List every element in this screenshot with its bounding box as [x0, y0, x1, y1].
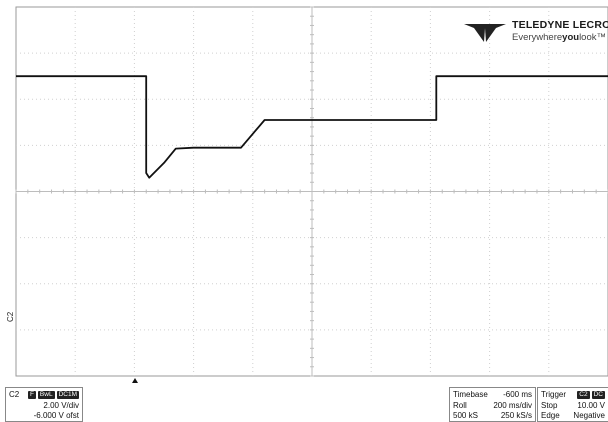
timebase-descriptor[interactable]: Timebase -600 ms Roll 200 ms/div 500 kS …: [449, 387, 536, 422]
timebase-samples: 500 kS: [453, 411, 478, 420]
waveform-trace: [16, 75, 608, 179]
channel-scale: 2.00 V/div: [43, 401, 79, 410]
trigger-type: Edge: [541, 411, 560, 420]
channel-badges: F BwL DC1M: [27, 390, 79, 399]
trigger-slope: Negative: [573, 411, 605, 420]
logo-mark-icon: [464, 24, 506, 42]
timebase-rate: 200 ms/div: [493, 401, 532, 410]
trigger-source-badges: C2 DC: [577, 390, 605, 399]
timebase-title: Timebase: [453, 390, 488, 399]
timebase-delay: -600 ms: [503, 390, 532, 399]
timebase-mode: Roll: [453, 401, 467, 410]
waveform-grid: [15, 6, 608, 377]
trigger-state: Stop: [541, 401, 558, 410]
teledyne-lecroy-logo: TELEDYNE LECROY Everywhereyoulook™: [462, 18, 608, 46]
channel-descriptor[interactable]: C2 F BwL DC1M 2.00 V/div -6.000 V ofst: [5, 387, 83, 422]
trigger-descriptor[interactable]: Trigger C2 DC Stop 10.00 V Edge Negative: [537, 387, 608, 422]
channel-name: C2: [9, 390, 20, 399]
trigger-title: Trigger: [541, 390, 567, 399]
trigger-level: 10.00 V: [577, 401, 605, 410]
channel-marker-label[interactable]: C2: [6, 311, 15, 322]
brand-name: TELEDYNE LECROY: [512, 19, 608, 31]
brand-tagline: Everywhereyoulook™: [512, 32, 606, 43]
channel-offset: -6.000 V ofst: [33, 411, 79, 420]
timebase-sample-rate: 250 kS/s: [500, 411, 532, 420]
trigger-position-marker-icon[interactable]: [132, 378, 138, 383]
